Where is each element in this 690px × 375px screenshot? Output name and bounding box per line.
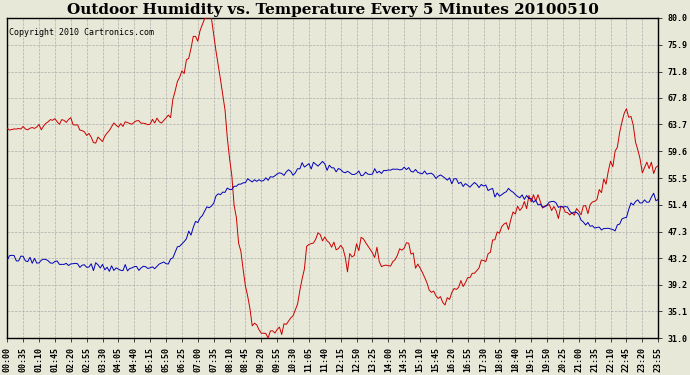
Title: Outdoor Humidity vs. Temperature Every 5 Minutes 20100510: Outdoor Humidity vs. Temperature Every 5… [67, 3, 599, 17]
Text: Copyright 2010 Cartronics.com: Copyright 2010 Cartronics.com [8, 27, 154, 36]
